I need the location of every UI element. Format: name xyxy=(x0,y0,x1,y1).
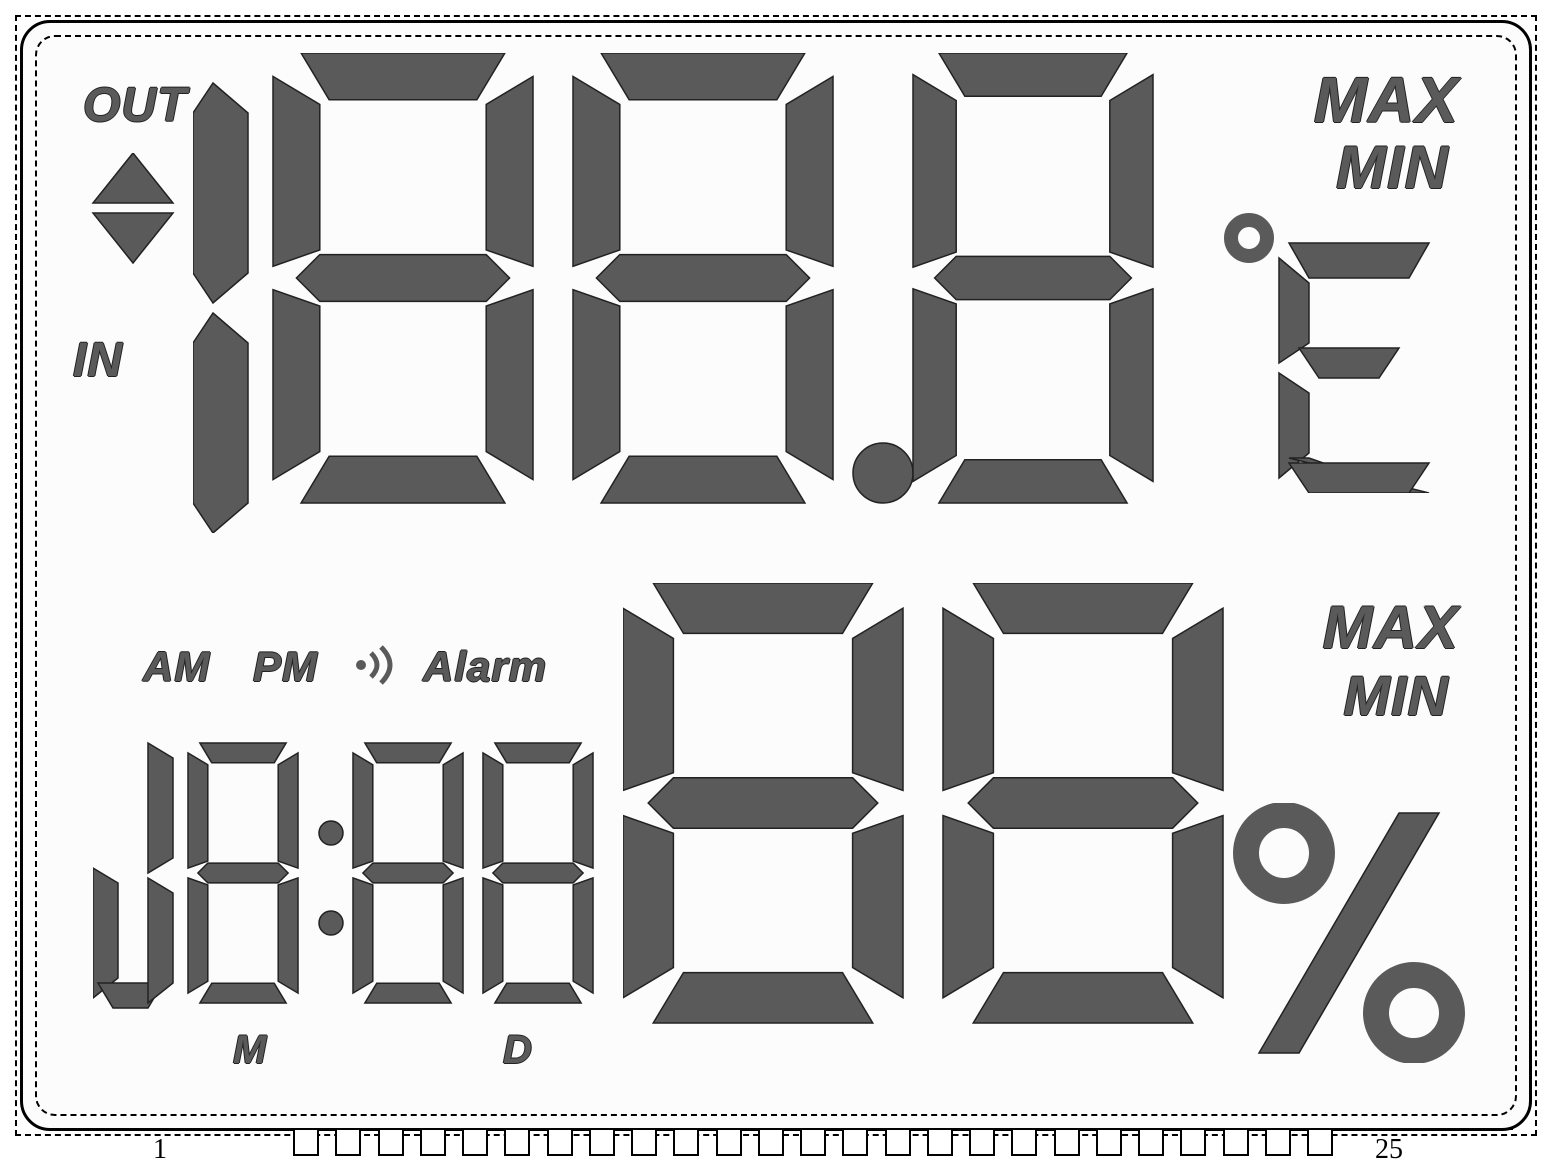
pin-pad xyxy=(293,1130,319,1156)
percent-symbol xyxy=(1229,803,1469,1063)
pin-pad xyxy=(631,1130,657,1156)
clock-digits xyxy=(93,713,613,1033)
label-alarm: Alarm xyxy=(423,643,547,691)
label-min-temp: MIN xyxy=(1336,133,1449,202)
label-am: AM xyxy=(143,643,210,691)
pin-pad xyxy=(842,1130,868,1156)
pin-pad xyxy=(589,1130,615,1156)
pin-pad xyxy=(1180,1130,1206,1156)
temperature-digits xyxy=(193,53,1173,533)
pin-pad xyxy=(378,1130,404,1156)
arrow-indicators xyxy=(63,153,203,353)
pin-pad xyxy=(1011,1130,1037,1156)
pin-pad xyxy=(673,1130,699,1156)
label-day: D xyxy=(503,1028,533,1073)
pin-pad xyxy=(758,1130,784,1156)
pin-pad xyxy=(927,1130,953,1156)
pin-first-label: 1 xyxy=(153,1134,167,1166)
pin-pad xyxy=(1054,1130,1080,1156)
pin-pad xyxy=(800,1130,826,1156)
degree-and-unit xyxy=(1219,213,1459,493)
label-pm: PM xyxy=(253,643,318,691)
label-max-temp: MAX xyxy=(1314,63,1459,137)
label-out: OUT xyxy=(83,78,187,133)
alarm-sound-icon xyxy=(353,645,403,685)
pin-pad xyxy=(716,1130,742,1156)
label-min-humid: MIN xyxy=(1343,663,1449,728)
pin-pad xyxy=(969,1130,995,1156)
connector-pins: 1 25 xyxy=(43,1128,1513,1162)
pin-pad xyxy=(420,1130,446,1156)
label-max-humid: MAX xyxy=(1323,593,1459,662)
pin-pad xyxy=(1096,1130,1122,1156)
pin-pad xyxy=(504,1130,530,1156)
pin-pad xyxy=(335,1130,361,1156)
pin-pad xyxy=(1307,1130,1333,1156)
pin-last-label: 25 xyxy=(1375,1134,1403,1166)
lcd-panel: OUT IN MAX MIN MAX MIN xyxy=(20,20,1532,1131)
pin-pad xyxy=(547,1130,573,1156)
label-month: M xyxy=(233,1028,267,1073)
pin-pad xyxy=(1138,1130,1164,1156)
pin-pad xyxy=(462,1130,488,1156)
pin-pad xyxy=(1223,1130,1249,1156)
pin-pad xyxy=(885,1130,911,1156)
humidity-digits xyxy=(623,583,1243,1063)
pin-pad xyxy=(1265,1130,1291,1156)
pin-pads xyxy=(293,1130,1333,1160)
